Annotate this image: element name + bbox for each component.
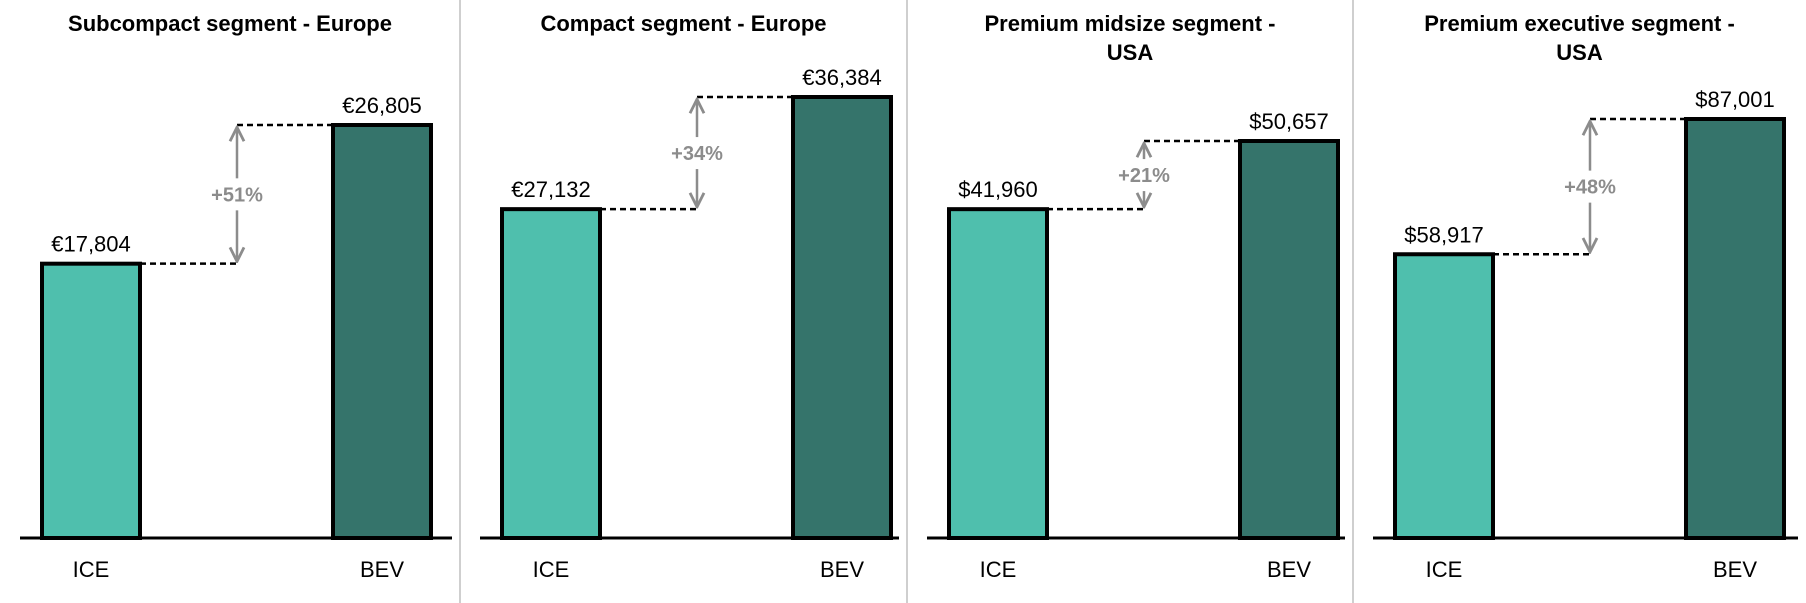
bar-ice (40, 261, 142, 540)
value-label: $87,001 (1695, 87, 1775, 112)
chart-title: USA (1107, 40, 1154, 65)
category-label: ICE (1426, 557, 1463, 582)
value-label: €36,384 (802, 65, 882, 90)
chart-title: USA (1556, 40, 1603, 65)
bar-ice (1393, 252, 1495, 540)
chart-title: Compact segment - Europe (540, 11, 826, 36)
value-label: $41,960 (958, 177, 1038, 202)
category-label: BEV (1267, 557, 1311, 582)
bar-bev (1238, 139, 1340, 540)
change-label: +48% (1564, 177, 1616, 199)
category-label: ICE (980, 557, 1017, 582)
category-label: ICE (533, 557, 570, 582)
category-label: ICE (73, 557, 110, 582)
bar-ice (500, 207, 602, 540)
chart-title: Premium executive segment - (1424, 11, 1735, 36)
value-label: $50,657 (1249, 109, 1329, 134)
category-label: BEV (820, 557, 864, 582)
chart-title: Subcompact segment - Europe (68, 11, 392, 36)
bar-bev (331, 123, 433, 540)
change-label: +51% (211, 184, 263, 206)
value-label: €27,132 (511, 177, 591, 202)
bar-bev (791, 95, 893, 540)
change-label: +21% (1118, 165, 1170, 187)
bar-bev (1684, 117, 1786, 540)
value-label: €26,805 (342, 93, 422, 118)
category-label: BEV (360, 557, 404, 582)
value-label: €17,804 (51, 232, 131, 257)
change-label: +34% (671, 143, 723, 165)
chart-title: Premium midsize segment - (985, 11, 1276, 36)
bar-ice (947, 207, 1049, 540)
category-label: BEV (1713, 557, 1757, 582)
value-label: $58,917 (1404, 222, 1484, 247)
